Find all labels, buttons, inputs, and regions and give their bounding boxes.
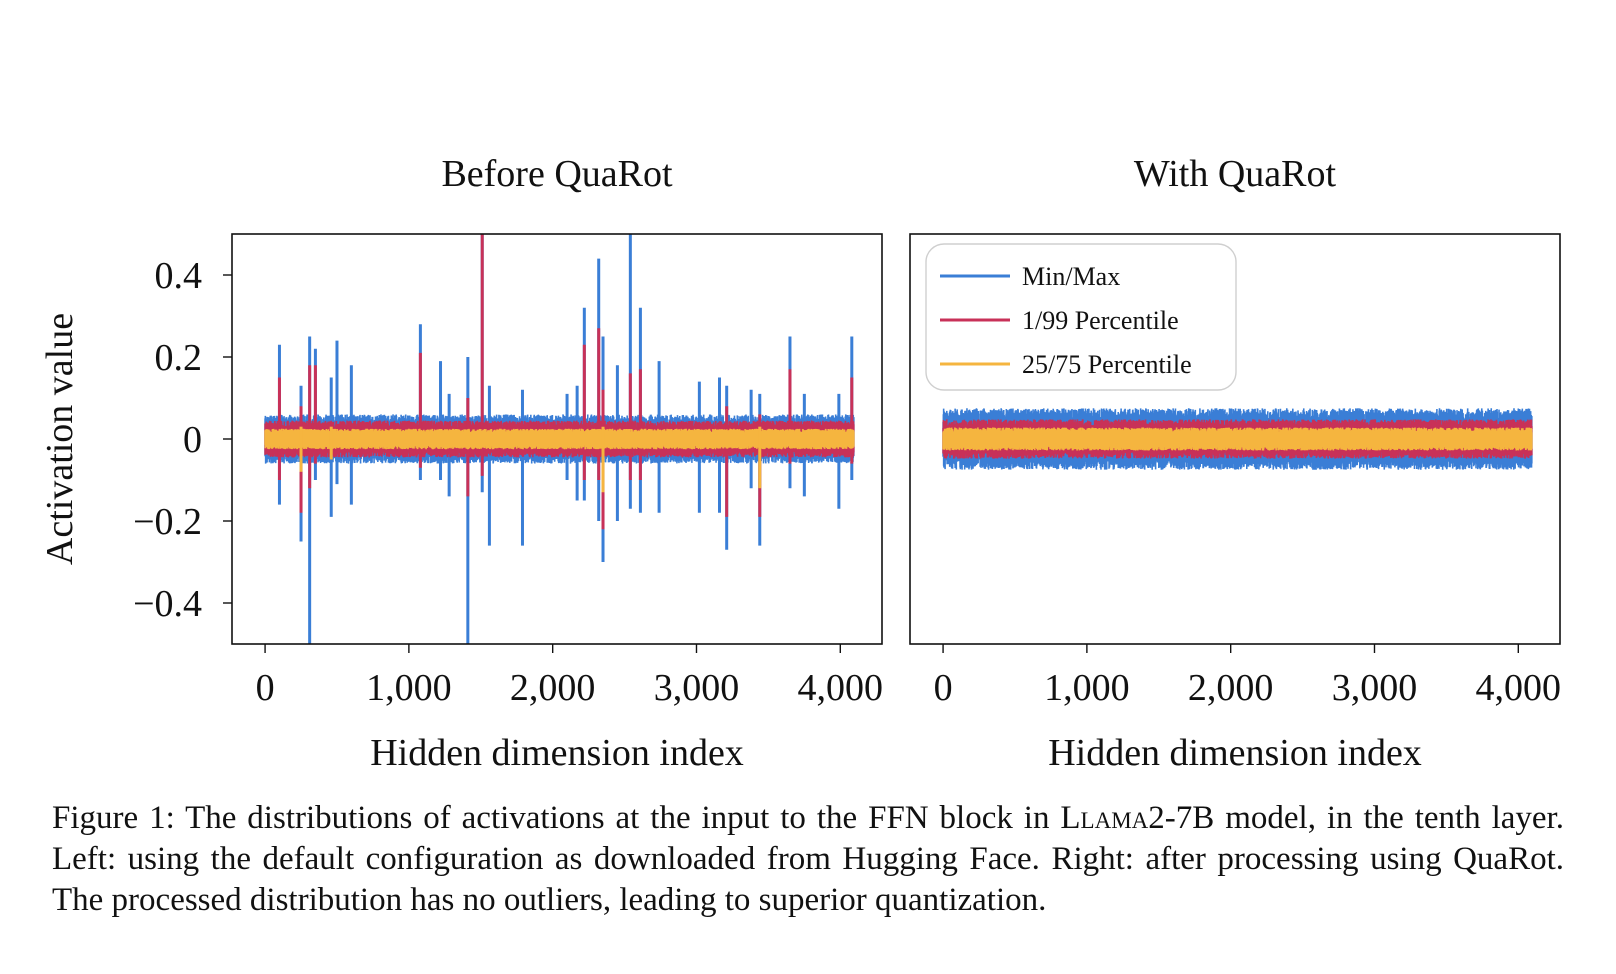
legend-label: 25/75 Percentile: [1022, 350, 1192, 379]
x-tick-label: 2,000: [1188, 667, 1274, 709]
y-tick-label: 0.4: [155, 255, 203, 297]
panel-title: With QuaRot: [1134, 153, 1337, 195]
y-tick-label: 0: [183, 419, 202, 461]
series-25-75-percentile: [264, 426, 855, 493]
panel-with-quarot: With QuaRot 0 1,000 2,000 3,000 4,000 Hidden d…: [909, 153, 1562, 774]
y-tick-label: −0.2: [133, 501, 202, 543]
series-25-75-percentile: [942, 427, 1533, 451]
series-band: [942, 427, 1533, 451]
plot-area: [942, 408, 1533, 470]
y-tick-label: 0.2: [155, 337, 203, 379]
y-axis-label: Activation value: [39, 313, 81, 565]
series-1-99-percentile: [264, 234, 855, 530]
series-band: [264, 428, 855, 450]
x-axis-label: Hidden dimension index: [1048, 732, 1422, 774]
x-tick-label: 1,000: [1044, 667, 1130, 709]
caption-suffix: model, in the tenth layer. Left: using t…: [52, 800, 1564, 918]
x-tick-label: 4,000: [798, 667, 884, 709]
x-tick-label: 2,000: [510, 667, 596, 709]
x-tick-label: 3,000: [654, 667, 740, 709]
x-tick-label: 1,000: [366, 667, 452, 709]
x-tick-label: 4,000: [1476, 667, 1562, 709]
legend-label: 1/99 Percentile: [1022, 306, 1179, 335]
x-tick-label: 3,000: [1332, 667, 1418, 709]
legend-box: [925, 243, 1237, 391]
plot-frame: [909, 233, 1561, 645]
legend-label: Min/Max: [1022, 262, 1120, 291]
panel-title: Before QuaRot: [441, 153, 673, 195]
figure-caption: Figure 1: The distributions of activatio…: [52, 798, 1564, 921]
panel-before-quarot: Before QuaRot 0 1,000 2,000 3,000 4,000 Hidden…: [39, 153, 883, 774]
legend: Min/Max 1/99 Percentile 25/75 Percentile: [925, 243, 1237, 391]
x-tick-label: 0: [256, 667, 275, 709]
plot-area: [264, 234, 855, 644]
x-tick-label: 0: [934, 667, 953, 709]
y-tick-label: −0.4: [133, 583, 202, 625]
x-axis-label: Hidden dimension index: [370, 732, 744, 774]
caption-model-name: Llama2-7B: [1060, 800, 1215, 836]
caption-prefix: Figure 1: The distributions of activatio…: [52, 800, 1061, 836]
